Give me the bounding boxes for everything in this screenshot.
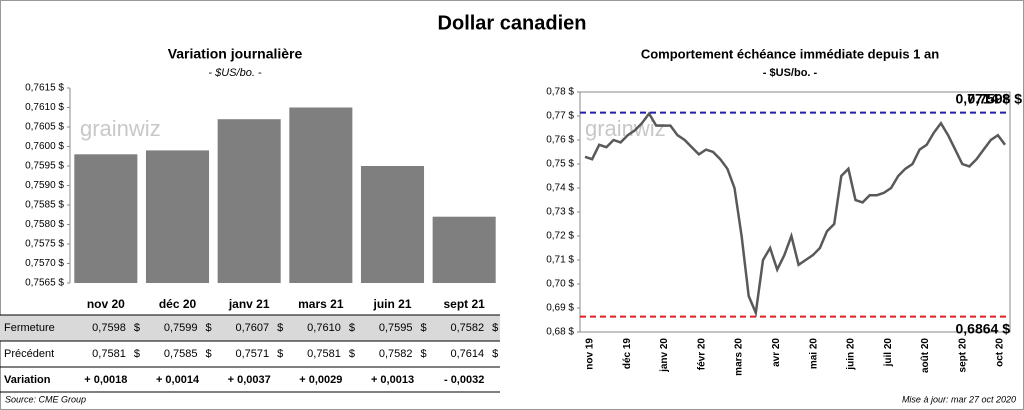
y-tick-label: 0,7595 $ <box>25 161 64 172</box>
x-tick-label: juil 20 <box>883 338 894 368</box>
unit: $ <box>134 348 140 360</box>
y-tick-label: 0,73 $ <box>546 207 574 218</box>
unit: $ <box>492 348 498 360</box>
previous-value: 0,7571 <box>236 348 270 360</box>
table-row-label: Variation <box>4 374 51 386</box>
unit: $ <box>349 322 355 334</box>
y-tick-label: 0,72 $ <box>546 231 574 242</box>
bar <box>74 154 138 283</box>
bar <box>145 150 210 283</box>
chart-subtitle: - $US/bo. - <box>208 67 262 79</box>
x-tick-label: janv 21 <box>228 297 270 311</box>
x-tick-label: sept 21 <box>443 297 485 311</box>
watermark: grainwiz <box>80 116 161 141</box>
change-value: + 0,0014 <box>156 374 200 386</box>
x-tick-label: avr 20 <box>771 338 782 367</box>
unit: $ <box>134 322 140 334</box>
x-tick-label: févr 20 <box>696 338 707 371</box>
change-value: + 0,0037 <box>228 374 271 386</box>
y-tick-label: 0,77 $ <box>546 111 574 122</box>
close-value: 0,7595 <box>379 322 413 334</box>
bar <box>217 119 281 283</box>
y-tick-label: 0,70 $ <box>546 279 574 290</box>
previous-value: 0,7614 <box>451 348 485 360</box>
unit: $ <box>206 322 212 334</box>
y-tick-label: 0,69 $ <box>546 303 574 314</box>
x-tick-label: mars 20 <box>734 338 745 376</box>
last-value-label: 0,7598 $ <box>968 90 1023 106</box>
change-value: + 0,0013 <box>371 374 414 386</box>
unit: $ <box>349 348 355 360</box>
source: Source: CME Group <box>5 394 86 404</box>
y-tick-label: 0,7605 $ <box>25 122 64 133</box>
table-row-bg <box>0 315 500 341</box>
x-tick-label: oct 20 <box>995 338 1006 367</box>
x-tick-label: déc 20 <box>159 297 197 311</box>
x-tick-label: déc 19 <box>622 338 633 370</box>
x-tick-label: mai 20 <box>808 338 819 370</box>
previous-value: 0,7582 <box>379 348 413 360</box>
page-title: Dollar canadien <box>438 12 587 34</box>
x-tick-label: mars 21 <box>298 297 344 311</box>
previous-value: 0,7585 <box>164 348 198 360</box>
chart-title: Comportement échéance immédiate depuis 1… <box>641 46 939 61</box>
close-value: 0,7582 <box>451 322 485 334</box>
unit: $ <box>421 322 427 334</box>
change-value: - 0,0032 <box>444 374 484 386</box>
previous-value: 0,7581 <box>92 348 126 360</box>
y-tick-label: 0,68 $ <box>546 327 574 338</box>
close-value: 0,7607 <box>236 322 270 334</box>
change-value: + 0,0018 <box>84 374 127 386</box>
close-value: 0,7610 <box>307 322 341 334</box>
change-value: + 0,0029 <box>299 374 342 386</box>
close-value: 0,7598 <box>92 322 126 334</box>
y-tick-label: 0,75 $ <box>546 159 574 170</box>
unit: $ <box>277 322 283 334</box>
table-row-label: Fermeture <box>4 322 55 334</box>
table-row-label: Précédent <box>4 348 54 360</box>
unit: $ <box>277 348 283 360</box>
y-tick-label: 0,7565 $ <box>25 278 64 289</box>
reference-label: 0,7714 $ <box>956 90 1011 106</box>
chart-subtitle: - $US/bo. - <box>763 67 818 79</box>
y-tick-label: 0,7585 $ <box>25 200 64 211</box>
y-tick-label: 0,78 $ <box>546 87 574 98</box>
x-tick-label: juin 20 <box>846 338 857 371</box>
chart-title: Variation journalière <box>168 46 303 62</box>
y-tick-label: 0,7580 $ <box>25 219 64 230</box>
x-tick-label: janv 20 <box>659 338 670 373</box>
y-tick-label: 0,76 $ <box>546 135 574 146</box>
y-tick-label: 0,7575 $ <box>25 239 64 250</box>
price-line <box>584 111 1007 318</box>
bar <box>432 216 496 283</box>
unit: $ <box>206 348 212 360</box>
x-tick-label: août 20 <box>920 338 931 373</box>
previous-value: 0,7581 <box>307 348 341 360</box>
y-tick-label: 0,7610 $ <box>25 102 64 113</box>
x-tick-label: sept 20 <box>957 338 968 373</box>
unit: $ <box>492 322 498 334</box>
y-tick-label: 0,7615 $ <box>25 83 64 94</box>
close-value: 0,7599 <box>164 322 198 334</box>
y-tick-label: 0,74 $ <box>546 183 574 194</box>
x-tick-label: juin 21 <box>372 297 411 311</box>
y-tick-label: 0,71 $ <box>546 255 574 266</box>
y-tick-label: 0,7600 $ <box>25 141 64 152</box>
unit: $ <box>421 348 427 360</box>
y-tick-label: 0,7590 $ <box>25 180 64 191</box>
y-tick-label: 0,7570 $ <box>25 258 64 269</box>
x-tick-label: nov 20 <box>87 297 125 311</box>
reference-label: 0,6864 $ <box>956 320 1011 336</box>
bar <box>289 107 353 283</box>
updated: Mise à jour: mar 27 oct 2020 <box>902 394 1016 404</box>
x-tick-label: nov 19 <box>585 338 596 370</box>
bar <box>360 166 425 283</box>
